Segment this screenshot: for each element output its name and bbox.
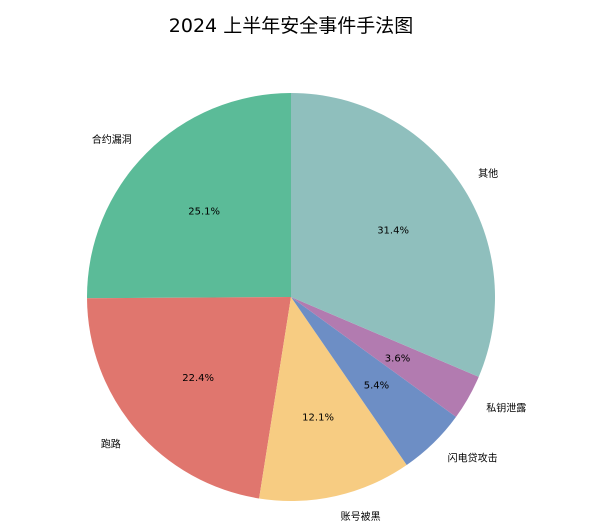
slice-label: 合约漏洞 xyxy=(92,133,132,146)
slice-percent-label: 22.4% xyxy=(182,373,214,384)
pie-slice xyxy=(259,297,407,502)
slice-label: 跑路 xyxy=(101,437,121,450)
labels: 合约漏洞 25.1% 跑路 22.4% 账号被黑 12.1% 闪电贷攻击 5.4% 私钥泄露 3.… xyxy=(92,133,526,523)
slice-label: 其他 xyxy=(478,167,498,180)
slice-label: 闪电贷攻击 xyxy=(448,452,498,465)
wedges xyxy=(86,93,496,502)
slice-percent-label: 12.1% xyxy=(302,412,334,423)
slice-percent-label: 31.4% xyxy=(377,225,409,236)
slice-percent-label: 5.4% xyxy=(364,381,389,392)
pie-slice xyxy=(291,297,457,466)
slice-percent-label: 25.1% xyxy=(188,207,220,218)
pie-slice xyxy=(291,93,496,377)
pie-slice xyxy=(291,297,479,417)
slice-label: 私钥泄露 xyxy=(486,402,526,415)
chart-title: 2024 上半年安全事件手法图 xyxy=(169,15,413,37)
slice-percent-label: 3.6% xyxy=(385,353,410,364)
pie-slice xyxy=(86,93,291,299)
pie-slice xyxy=(87,297,291,499)
slice-label: 账号被黑 xyxy=(341,510,381,523)
